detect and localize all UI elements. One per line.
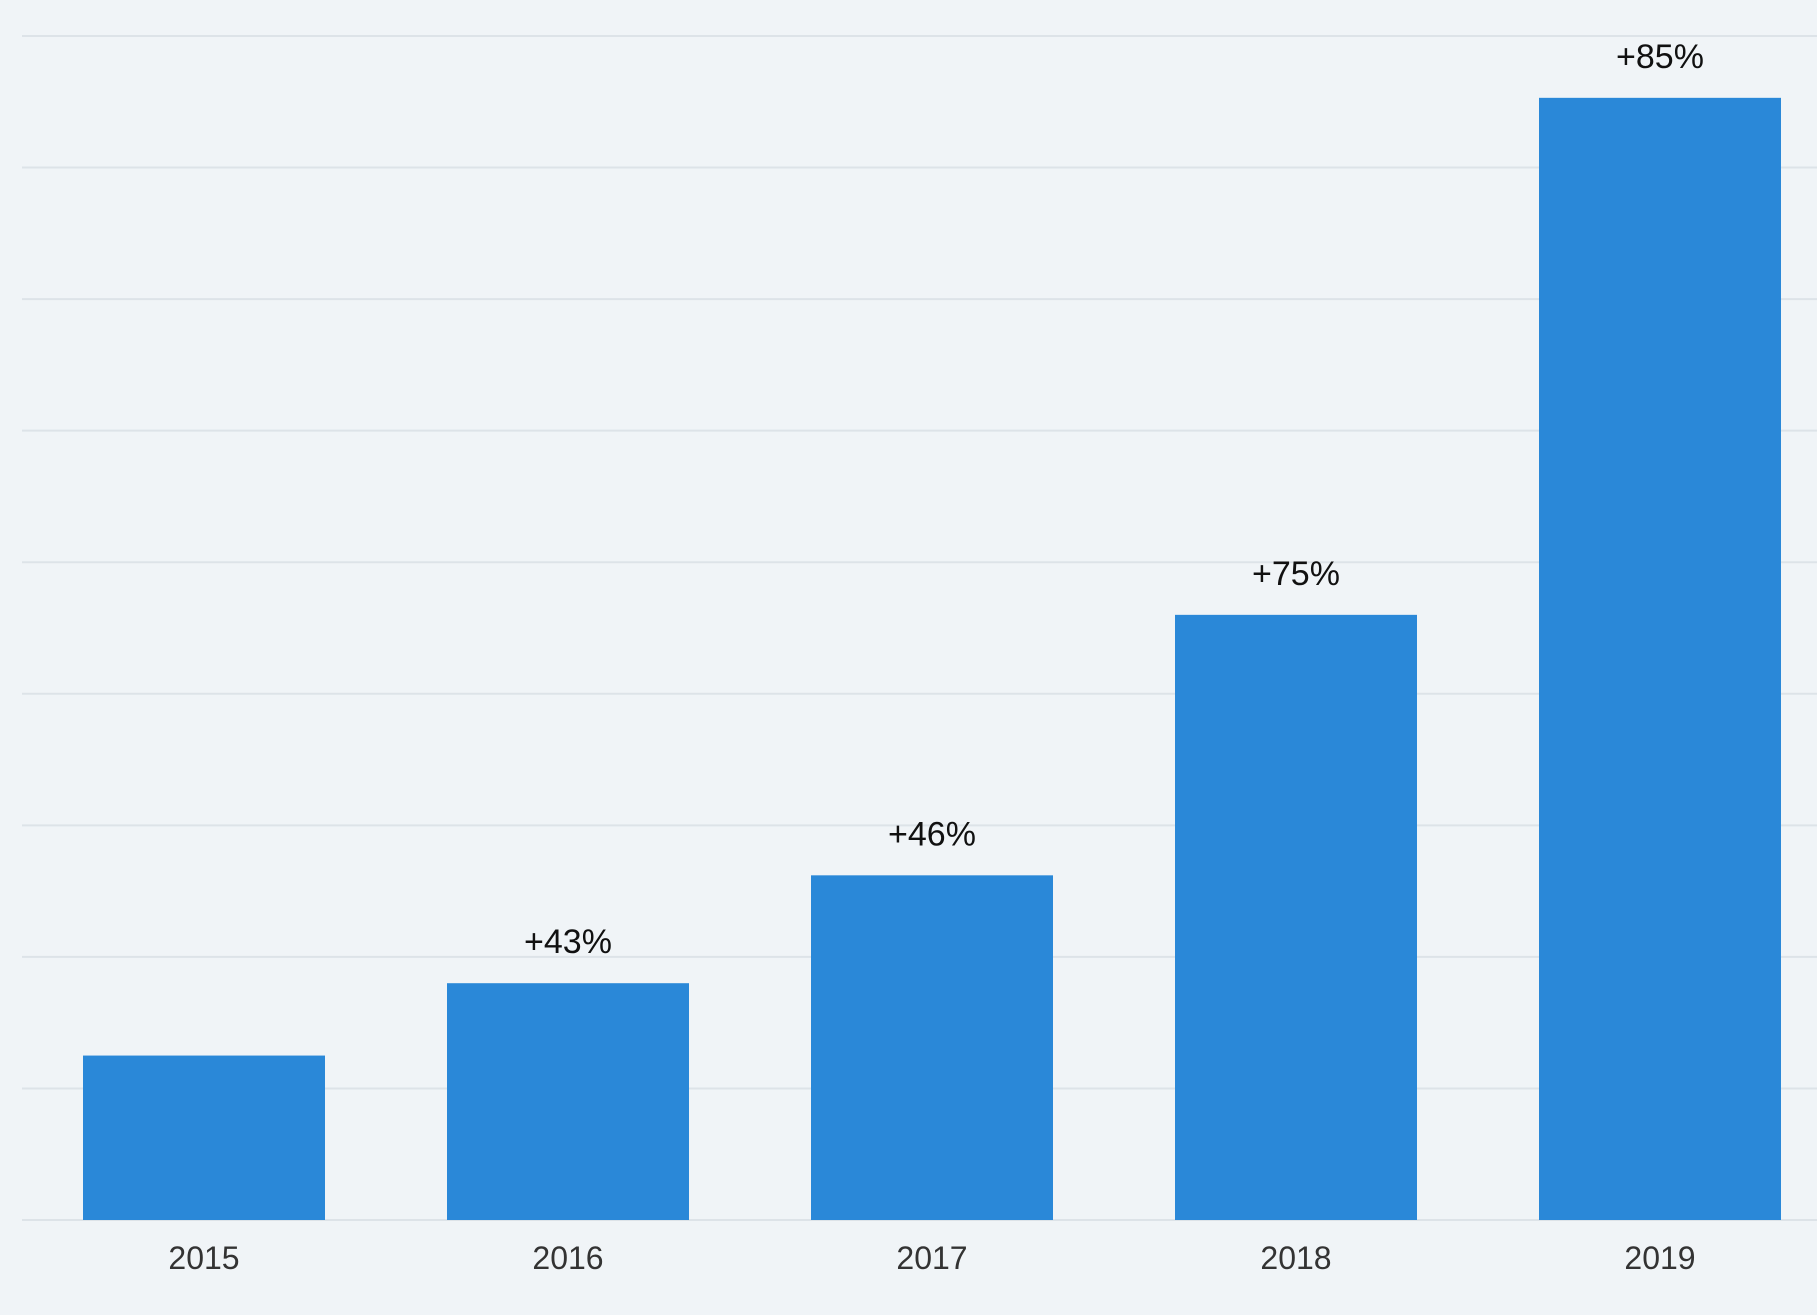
data-label-2019: +85%	[1616, 38, 1704, 76]
data-label-2018: +75%	[1252, 555, 1340, 593]
bar-2018[interactable]	[1175, 614, 1417, 1220]
x-tick-label-2016: 2016	[532, 1240, 603, 1276]
x-tick-label-2015: 2015	[168, 1240, 239, 1276]
bars	[83, 97, 1781, 1221]
bar-2017[interactable]	[811, 875, 1053, 1220]
bar-2019[interactable]	[1539, 97, 1781, 1221]
x-tick-label-2017: 2017	[896, 1240, 967, 1276]
data-labels: +43% +46% +75% +85%	[524, 38, 1704, 961]
x-tick-label-2018: 2018	[1260, 1240, 1331, 1276]
x-tick-label-2019: 2019	[1624, 1240, 1695, 1276]
x-axis-ticks: 2015 2016 2017 2018 2019	[168, 1240, 1695, 1276]
data-label-2017: +46%	[888, 815, 976, 853]
data-label-2016: +43%	[524, 923, 612, 961]
bar-2016[interactable]	[447, 983, 689, 1220]
bar-2015[interactable]	[83, 1055, 325, 1220]
